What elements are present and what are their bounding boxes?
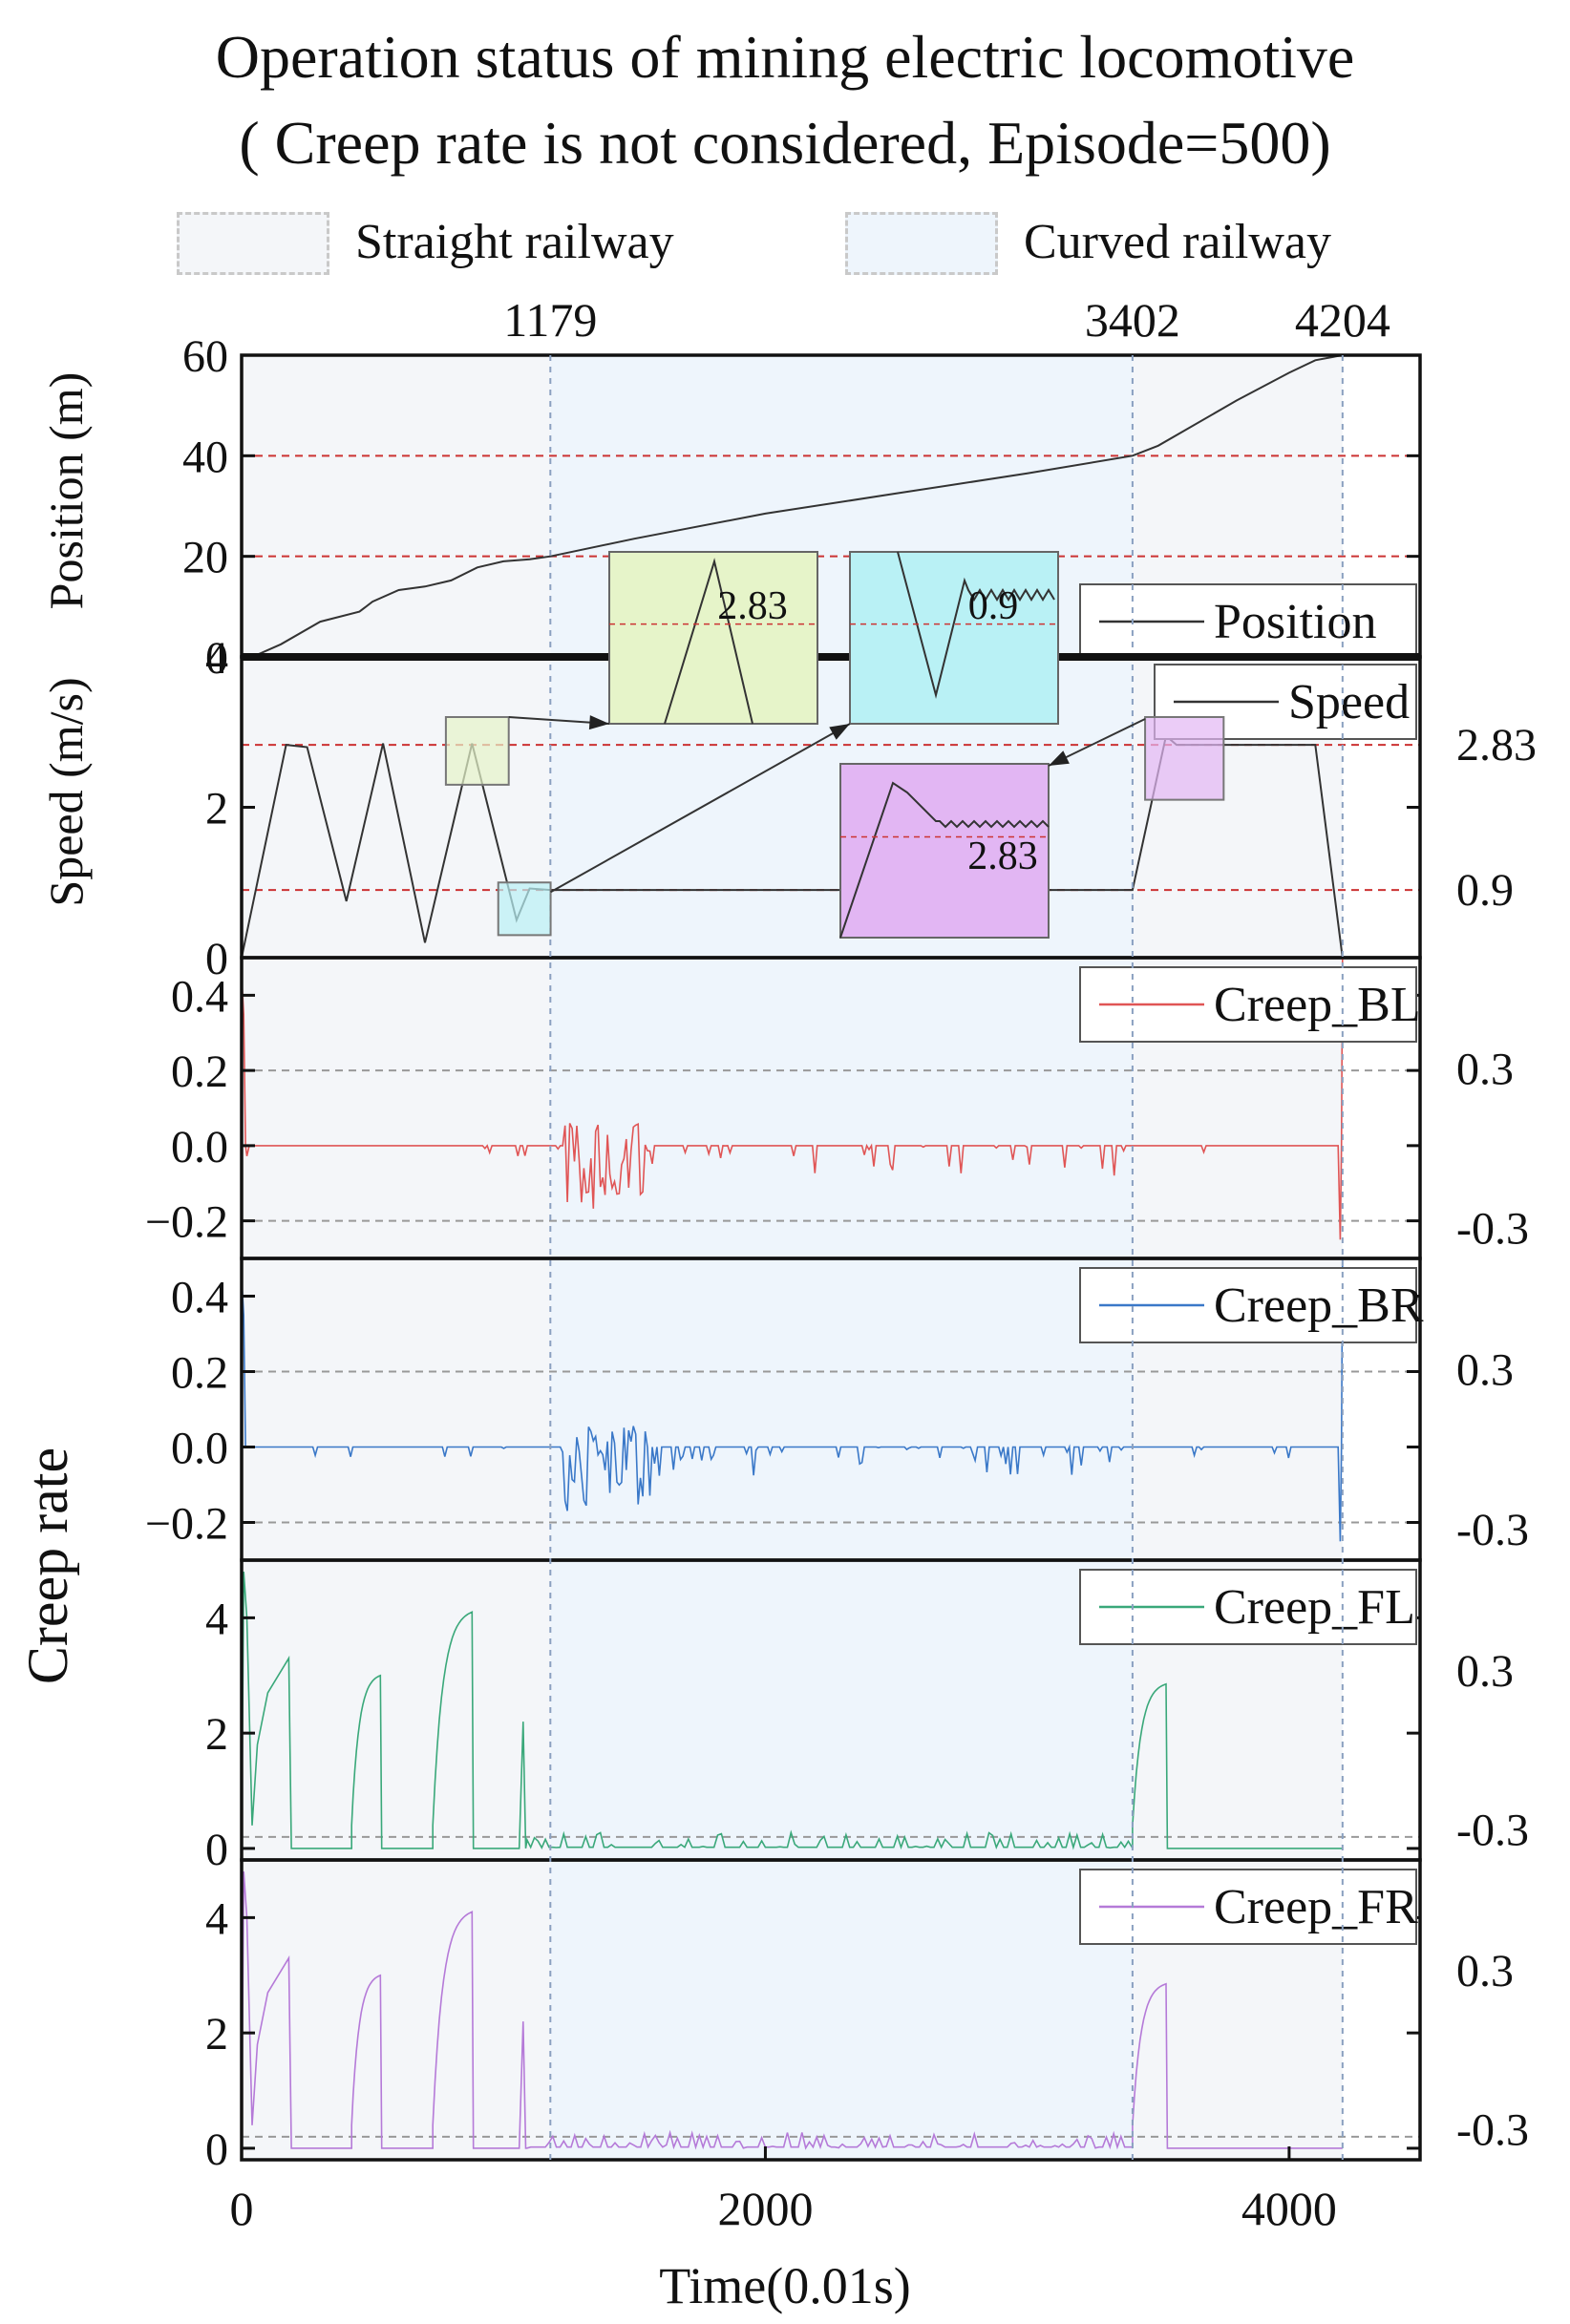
zoom-inset-box (839, 763, 1050, 939)
panel-creep_br (240, 1257, 1422, 1562)
speed-tick-label: 2 (205, 784, 228, 835)
creep_fl-right-label: 0.3 (1456, 1646, 1514, 1697)
creep_br-tick-label: 0.4 (171, 1273, 228, 1323)
zoom-arrowhead (1049, 750, 1070, 766)
zoom-inset-line (897, 551, 1055, 699)
creep_br-tick-label: 0.0 (171, 1424, 228, 1474)
creep_br-right-label: -0.3 (1456, 1505, 1529, 1555)
creep_fr-tick-label: 4 (205, 1893, 228, 1944)
zoom-inset-label: 2.83 (967, 835, 1038, 878)
zoom-source-box (1144, 716, 1225, 801)
legend-straight-swatch (177, 212, 329, 275)
zoom-inset-line (664, 558, 753, 725)
speed-legend-label: Speed (1288, 675, 1410, 729)
creep_fl-tick-label: 4 (205, 1594, 228, 1644)
legend-curved-swatch (845, 212, 998, 275)
creep_fl-legend-label: Creep_FL (1214, 1580, 1415, 1635)
creep_fr-tick-label: 2 (205, 2009, 228, 2060)
position-series-line (241, 354, 1343, 658)
x-tick-label: 4000 (1241, 2182, 1337, 2235)
creep_fr-right-label: 0.3 (1456, 1946, 1514, 1997)
chart-subtitle: ( Creep rate is not considered, Episode=… (239, 109, 1331, 177)
creep_bl-right-label: 0.3 (1456, 1044, 1514, 1094)
creep_bl-tick-label: 0.0 (171, 1122, 228, 1173)
creep_fl-right-label: -0.3 (1456, 1805, 1529, 1855)
speed-right-label: 2.83 (1456, 720, 1537, 771)
zoom-source-box (444, 716, 510, 786)
creep_br-right-label: 0.3 (1456, 1345, 1514, 1396)
top-marker-label: 3402 (1085, 293, 1180, 347)
position-tick-label: 60 (182, 331, 228, 382)
creep_fr-tick-label: 0 (205, 2124, 228, 2175)
legend-curved-label: Curved railway (1024, 215, 1332, 269)
creep-axis-label: Creep rate (16, 1447, 79, 1684)
creep_bl-tick-label: −0.2 (145, 1197, 228, 1248)
zoom-arrowhead (588, 715, 609, 730)
position-axis-label: Position (m) (39, 372, 93, 610)
creep_fr-series-line (241, 1871, 1343, 2150)
zoom-inset-label: 0.9 (968, 584, 1019, 628)
panel-creep_bl (240, 956, 1422, 1260)
creep_bl-tick-label: 0.4 (171, 971, 228, 1022)
top-marker-label: 4204 (1295, 293, 1390, 347)
creep_bl-right-label: -0.3 (1456, 1203, 1529, 1254)
zoom-source-box (497, 881, 552, 937)
zoom-inset-label: 2.83 (717, 584, 788, 628)
speed-tick-label: 0 (205, 934, 228, 984)
position-tick-label: 0 (205, 633, 228, 684)
creep_bl-tick-label: 0.2 (171, 1046, 228, 1097)
x-tick-label: 2000 (717, 2182, 813, 2235)
top-marker-label: 1179 (503, 293, 597, 347)
position-tick-label: 20 (182, 533, 228, 583)
zoom-inset-box (608, 551, 818, 725)
zoom-inset-line (839, 781, 1050, 939)
creep_fl-tick-label: 2 (205, 1709, 228, 1760)
creep_fr-legend-label: Creep_FR (1214, 1880, 1418, 1934)
zoom-inset-box (849, 551, 1059, 725)
chart-title: Operation status of mining electric loco… (215, 23, 1355, 91)
x-tick-label: 0 (230, 2182, 254, 2235)
zoom-connector (550, 723, 851, 894)
x-axis-label: Time(0.01s) (659, 2257, 911, 2314)
legend-straight-label: Straight railway (355, 215, 674, 269)
creep_bl-legend-label: Creep_BL (1214, 978, 1421, 1032)
creep_fr-right-label: -0.3 (1456, 2104, 1529, 2155)
panel-creep_fr (240, 1858, 1422, 2162)
creep_br-legend-label: Creep_BR (1214, 1278, 1424, 1333)
creep_bl-series-line (241, 957, 1344, 1240)
speed-tick-label: 4 (205, 633, 228, 684)
creep_fl-series-line (241, 1572, 1343, 1850)
speed-right-label: 0.9 (1456, 865, 1514, 916)
creep_fl-tick-label: 0 (205, 1825, 228, 1875)
creep_br-series-line (241, 1257, 1344, 1542)
panel-frame (240, 1858, 1422, 2162)
creep_br-tick-label: −0.2 (145, 1499, 228, 1550)
creep_br-tick-label: 0.2 (171, 1348, 228, 1399)
position-tick-label: 40 (182, 432, 228, 482)
zoom-arrowhead (829, 724, 850, 740)
speed-axis-label: Speed (m/s) (39, 677, 93, 906)
position-legend-label: Position (1214, 595, 1377, 649)
